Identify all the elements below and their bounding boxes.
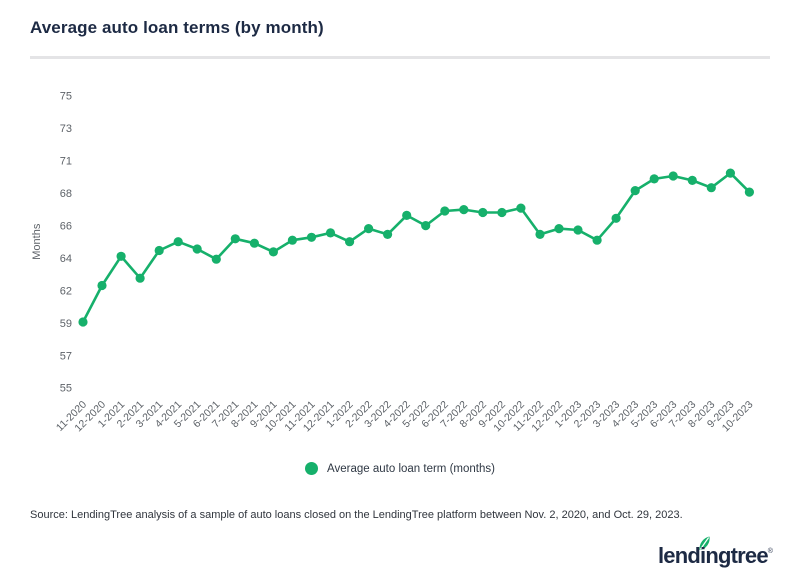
data-point <box>211 254 221 264</box>
data-point <box>649 174 659 184</box>
leaf-icon <box>698 535 711 552</box>
data-point <box>173 237 183 247</box>
data-point <box>554 224 564 234</box>
line-chart: 55575962646668717375Months11-202012-2020… <box>31 91 756 435</box>
y-axis-tick-label: 59 <box>60 318 72 330</box>
y-axis-tick-label: 71 <box>60 156 72 168</box>
data-point <box>421 221 431 231</box>
y-axis-tick-label: 57 <box>60 350 72 362</box>
data-point <box>306 232 317 242</box>
y-axis-tick-label: 73 <box>60 123 72 135</box>
data-point <box>611 213 621 223</box>
data-point <box>497 207 507 218</box>
data-point <box>192 244 202 254</box>
y-axis-tick-label: 64 <box>60 253 72 265</box>
data-point <box>440 206 450 216</box>
y-axis-tick-label: 68 <box>60 188 72 200</box>
source-note: Source: LendingTree analysis of a sample… <box>30 509 683 521</box>
data-point <box>535 229 545 239</box>
data-point <box>116 251 126 261</box>
data-point <box>668 171 678 181</box>
data-point <box>630 186 640 196</box>
chart-line <box>81 171 751 323</box>
y-axis-tick-label: 55 <box>60 383 72 395</box>
data-point <box>78 317 88 327</box>
data-point <box>154 245 164 256</box>
data-point <box>744 187 755 197</box>
data-point <box>97 280 107 291</box>
data-point <box>325 228 336 238</box>
registered-mark: ® <box>767 548 773 555</box>
data-point <box>459 205 469 215</box>
data-point <box>230 234 240 244</box>
logo-wordmark: lendingtree® <box>658 543 773 568</box>
data-point <box>478 207 488 218</box>
data-point <box>573 225 583 235</box>
data-point <box>383 229 393 239</box>
lendingtree-logo: lendingtree® <box>658 534 773 574</box>
data-point <box>592 235 602 245</box>
data-point <box>725 168 736 178</box>
y-axis-tick-label: 66 <box>60 220 72 232</box>
chart-legend: Average auto loan term (months) <box>0 462 800 475</box>
data-point <box>402 210 412 220</box>
y-axis-title: Months <box>31 223 43 260</box>
data-point <box>706 183 716 193</box>
data-point <box>364 224 374 234</box>
y-axis-tick-label: 62 <box>60 285 72 297</box>
data-point <box>516 203 526 213</box>
title-divider <box>30 56 770 59</box>
data-point <box>249 238 259 248</box>
page-title: Average auto loan terms (by month) <box>30 18 324 37</box>
data-point <box>345 237 355 247</box>
legend-label: Average auto loan term (months) <box>327 462 495 475</box>
y-axis-tick-label: 75 <box>60 91 72 103</box>
data-point <box>135 273 145 283</box>
data-point <box>687 175 697 185</box>
legend-marker-icon <box>305 462 319 475</box>
data-point <box>287 235 297 245</box>
data-point <box>268 247 278 257</box>
